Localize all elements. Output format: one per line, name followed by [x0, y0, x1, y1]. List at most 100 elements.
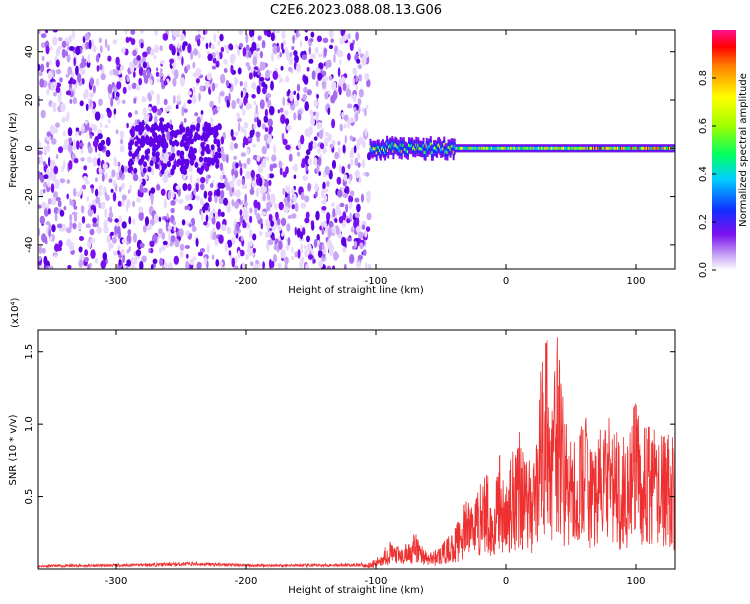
spectrogram-cell	[190, 193, 193, 200]
spectrogram-cell	[630, 146, 633, 150]
spectrogram-cell	[155, 151, 160, 158]
spectrogram-cell	[272, 70, 279, 81]
spectrogram-cell	[192, 147, 197, 154]
spectrogram-cell	[97, 133, 103, 140]
spectrogram-cell	[223, 68, 228, 73]
spectrogram-cell	[259, 231, 263, 236]
spectrogram-cell	[656, 146, 659, 150]
spectrogram-cell	[471, 146, 474, 150]
spectrogram-cell	[82, 175, 88, 182]
spectrogram-cell	[356, 203, 361, 213]
spectrogram-cell	[268, 134, 272, 144]
spectrogram-cell	[67, 66, 73, 76]
spectrogram-cell	[73, 205, 78, 210]
spectrogram-cell	[54, 243, 60, 252]
spectrogram-cell	[315, 190, 318, 198]
spectrogram-cell	[547, 146, 550, 150]
spectrogram-cell	[69, 220, 73, 230]
spectrogram-cell	[108, 178, 113, 183]
spectrogram-cell	[331, 159, 337, 169]
spectrogram-cell	[328, 75, 333, 81]
spectrogram-y-tick-label: 0	[24, 145, 35, 151]
spectrogram-cell	[539, 146, 541, 150]
spectrogram-cell	[277, 226, 282, 232]
spectrogram-cell	[273, 202, 278, 210]
spectrogram-cell	[54, 254, 57, 259]
spectrogram-cell	[119, 138, 124, 145]
spectrogram-cell	[348, 33, 351, 40]
spectrogram-cell	[80, 67, 86, 76]
spectrogram-cell	[39, 188, 44, 197]
spectrogram-cell	[151, 150, 156, 157]
spectrogram-cell	[253, 101, 257, 106]
spectrogram-cell	[164, 126, 169, 133]
spectrogram-cell	[178, 228, 184, 237]
spectrogram-cell	[266, 201, 272, 209]
spectrogram-cell	[237, 117, 242, 123]
snr-y-tick-label: 1.0	[24, 416, 35, 432]
spectrogram-cell	[73, 213, 78, 223]
spectrogram-cell	[280, 65, 284, 71]
spectrogram-cell	[265, 156, 270, 162]
spectrogram-cell	[455, 146, 458, 150]
spectrogram-cell	[294, 54, 299, 64]
spectrogram-cell	[361, 159, 366, 169]
snr-x-tick-label: -300	[105, 576, 128, 587]
spectrogram-cell	[479, 146, 482, 150]
spectrogram-cell	[38, 156, 41, 165]
spectrogram-cell	[125, 36, 130, 44]
spectrogram-cell	[526, 146, 529, 150]
spectrogram-cell	[128, 36, 132, 42]
spectrogram-cell	[240, 126, 245, 134]
spectrogram-cell	[189, 146, 194, 153]
spectrogram-cell	[88, 39, 92, 50]
spectrogram-cell	[211, 82, 216, 92]
spectrogram-cell	[52, 30, 58, 33]
spectrogram-cell	[336, 176, 342, 185]
spectrogram-cell	[132, 200, 136, 208]
snr-panel: -300 -200 -100 0 100 0.5 1.0 1.5 Height of str…	[8, 297, 676, 596]
spectrogram-cell	[130, 139, 134, 146]
spectrogram-cell	[60, 102, 66, 113]
spectrogram-cell	[269, 105, 275, 116]
spectrogram-cell	[165, 216, 170, 224]
spectrogram-cell	[242, 108, 246, 116]
spectrogram-cell	[208, 157, 213, 164]
spectrogram-cell	[163, 198, 167, 209]
spectrogram-cell	[262, 186, 267, 193]
spectrogram-cell	[200, 176, 206, 184]
spectrogram-cell	[51, 138, 57, 145]
spectrogram-cell	[251, 36, 255, 42]
spectrogram-cell	[223, 59, 228, 65]
spectrogram-cell	[135, 83, 141, 91]
spectrogram-cell	[185, 230, 190, 237]
spectrogram-cell	[346, 218, 351, 224]
spectrogram-cell	[247, 137, 253, 142]
spectrogram-cell	[350, 226, 354, 233]
spectrogram-cell	[69, 198, 72, 206]
spectrogram-cell	[154, 144, 159, 151]
spectrogram-cell	[152, 137, 157, 144]
spectrogram-cell	[127, 84, 133, 91]
spectrogram-cell	[45, 226, 50, 235]
spectrogram-cell	[172, 95, 176, 104]
spectrogram-cell	[217, 53, 220, 64]
spectrogram-cell	[111, 236, 117, 244]
spectrogram-cell	[96, 53, 100, 61]
spectrogram-cell	[218, 234, 224, 244]
spectrogram-cell	[336, 228, 340, 235]
spectrogram-cell	[311, 70, 316, 80]
spectrogram-cell	[518, 146, 521, 150]
spectrogram-cell	[55, 86, 61, 93]
spectrogram-cell	[354, 169, 360, 179]
spectrogram-cell	[228, 250, 232, 256]
spectrogram-cell	[111, 169, 116, 177]
spectrogram-cell	[328, 220, 334, 228]
spectrogram-cell	[146, 68, 151, 79]
spectrogram-cell	[245, 33, 249, 44]
spectrogram-cell	[355, 112, 359, 122]
spectrogram-cell	[528, 146, 531, 150]
spectrogram-cell	[596, 146, 599, 150]
spectrogram-cell	[163, 98, 168, 106]
spectrogram-cell	[291, 255, 295, 260]
